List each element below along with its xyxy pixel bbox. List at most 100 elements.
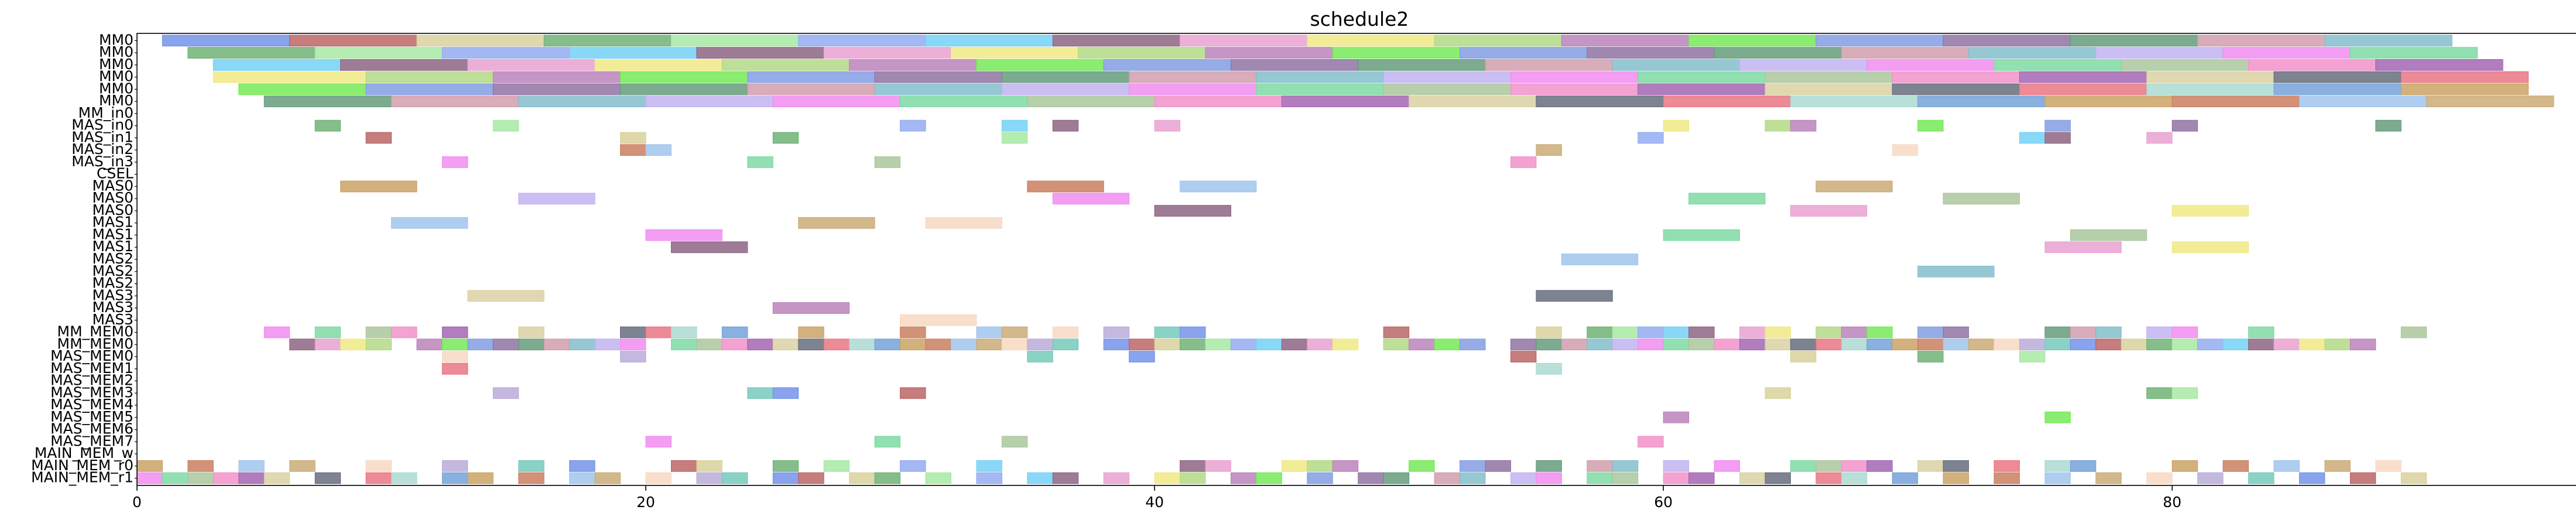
y-tick-label-30: MAS_MEM4: [50, 396, 133, 413]
task-bar-343: [136, 472, 163, 484]
task-bar-137: [340, 180, 417, 193]
task-bar-149: [798, 217, 875, 229]
task-bar-394: [2197, 472, 2224, 484]
task-bar-74: [492, 83, 621, 95]
task-bar-100: [1536, 95, 1664, 108]
task-bar-187: [1688, 326, 1715, 338]
task-bar-4: [671, 35, 799, 47]
task-bar-261: [1917, 338, 1944, 351]
task-bar-92: [518, 95, 646, 108]
task-bar-246: [1536, 338, 1562, 351]
task-bar-118: [2044, 119, 2071, 132]
task-bar-227: [976, 338, 1002, 351]
task-bar-396: [2298, 472, 2325, 484]
task-bar-20: [441, 47, 570, 59]
task-bar-68: [2019, 71, 2147, 83]
task-bar-199: [2171, 326, 2198, 338]
task-bar-248: [1587, 338, 1613, 351]
task-bar-53: [2375, 59, 2503, 71]
task-bar-321: [1409, 460, 1435, 472]
task-bar-70: [2273, 71, 2402, 83]
y-tick-label-15: MAS1: [93, 214, 133, 231]
task-bar-133: [441, 156, 468, 168]
task-bar-285: [1917, 351, 1944, 362]
task-bar-77: [874, 83, 1002, 95]
task-bar-112: [1052, 119, 1079, 132]
y-tick-label-10: MAS_in3: [71, 153, 133, 170]
task-bar-231: [1103, 338, 1130, 351]
y-tick-label-28: MAS_MEM2: [50, 372, 133, 389]
task-bar-300: [1001, 436, 1028, 448]
task-bar-28: [1460, 47, 1588, 59]
task-bar-93: [645, 95, 773, 108]
task-bar-0: [162, 35, 290, 47]
task-bar-192: [1866, 326, 1893, 338]
task-bar-398: [2400, 472, 2427, 484]
task-bar-330: [1815, 460, 1842, 472]
task-bar-174: [900, 326, 926, 338]
task-bar-10: [1434, 35, 1562, 47]
task-bar-64: [1510, 71, 1639, 83]
task-bar-139: [1180, 180, 1257, 193]
task-bar-136: [1510, 156, 1537, 168]
task-bar-341: [2324, 460, 2351, 472]
task-bar-35: [2349, 47, 2478, 59]
task-bar-54: [213, 71, 366, 83]
task-bar-88: [2273, 83, 2402, 95]
task-bar-337: [2070, 460, 2097, 472]
y-tick-label-17: MAS1: [93, 238, 133, 255]
task-bar-379: [1536, 472, 1562, 484]
task-bar-108: [314, 119, 341, 132]
task-bar-392: [2095, 472, 2122, 484]
task-bar-158: [1917, 265, 1995, 278]
task-bar-357: [645, 472, 672, 484]
task-bar-324: [1536, 460, 1562, 472]
task-bar-252: [1688, 338, 1715, 351]
task-bar-298: [645, 436, 672, 448]
task-bar-3: [543, 35, 672, 47]
y-tick-label-19: MAS2: [93, 262, 133, 279]
task-bar-161: [772, 302, 850, 314]
task-bar-251: [1663, 338, 1690, 351]
task-bar-383: [1688, 472, 1715, 484]
task-bar-66: [1765, 71, 1893, 83]
task-bar-302: [136, 460, 163, 472]
task-bar-372: [1256, 472, 1282, 484]
task-bar-179: [1154, 326, 1181, 338]
task-bar-295: [2171, 387, 2198, 399]
task-bar-40: [721, 59, 850, 71]
task-bar-338: [2171, 460, 2198, 472]
task-bar-236: [1230, 338, 1257, 351]
task-bar-235: [1205, 338, 1231, 351]
task-bar-195: [2044, 326, 2071, 338]
task-bar-34: [2222, 47, 2351, 59]
task-bar-284: [1790, 351, 1817, 362]
task-bar-270: [2146, 338, 2173, 351]
task-bar-325: [1587, 460, 1613, 472]
task-bar-51: [2121, 59, 2249, 71]
task-bar-173: [798, 326, 824, 338]
task-bar-186: [1663, 326, 1690, 338]
task-bar-348: [263, 472, 290, 484]
task-bar-249: [1612, 338, 1639, 351]
task-bar-78: [1001, 83, 1130, 95]
task-bar-13: [1815, 35, 1944, 47]
task-bar-106: [2298, 95, 2427, 108]
task-bar-241: [1383, 338, 1410, 351]
task-bar-268: [2095, 338, 2122, 351]
task-bar-358: [696, 472, 722, 484]
task-bar-322: [1460, 460, 1486, 472]
task-bar-33: [2095, 47, 2224, 59]
task-bar-215: [671, 338, 697, 351]
task-bar-188: [1739, 326, 1766, 338]
task-bar-69: [2146, 71, 2274, 83]
task-bar-212: [569, 338, 595, 351]
task-bar-287: [441, 362, 468, 375]
task-bar-221: [823, 338, 850, 351]
task-bar-160: [1536, 290, 1613, 302]
task-bar-369: [1154, 472, 1181, 484]
task-bar-65: [1638, 71, 1766, 83]
task-bar-134: [747, 156, 773, 168]
task-bar-388: [1892, 472, 1919, 484]
task-bar-351: [391, 472, 417, 484]
